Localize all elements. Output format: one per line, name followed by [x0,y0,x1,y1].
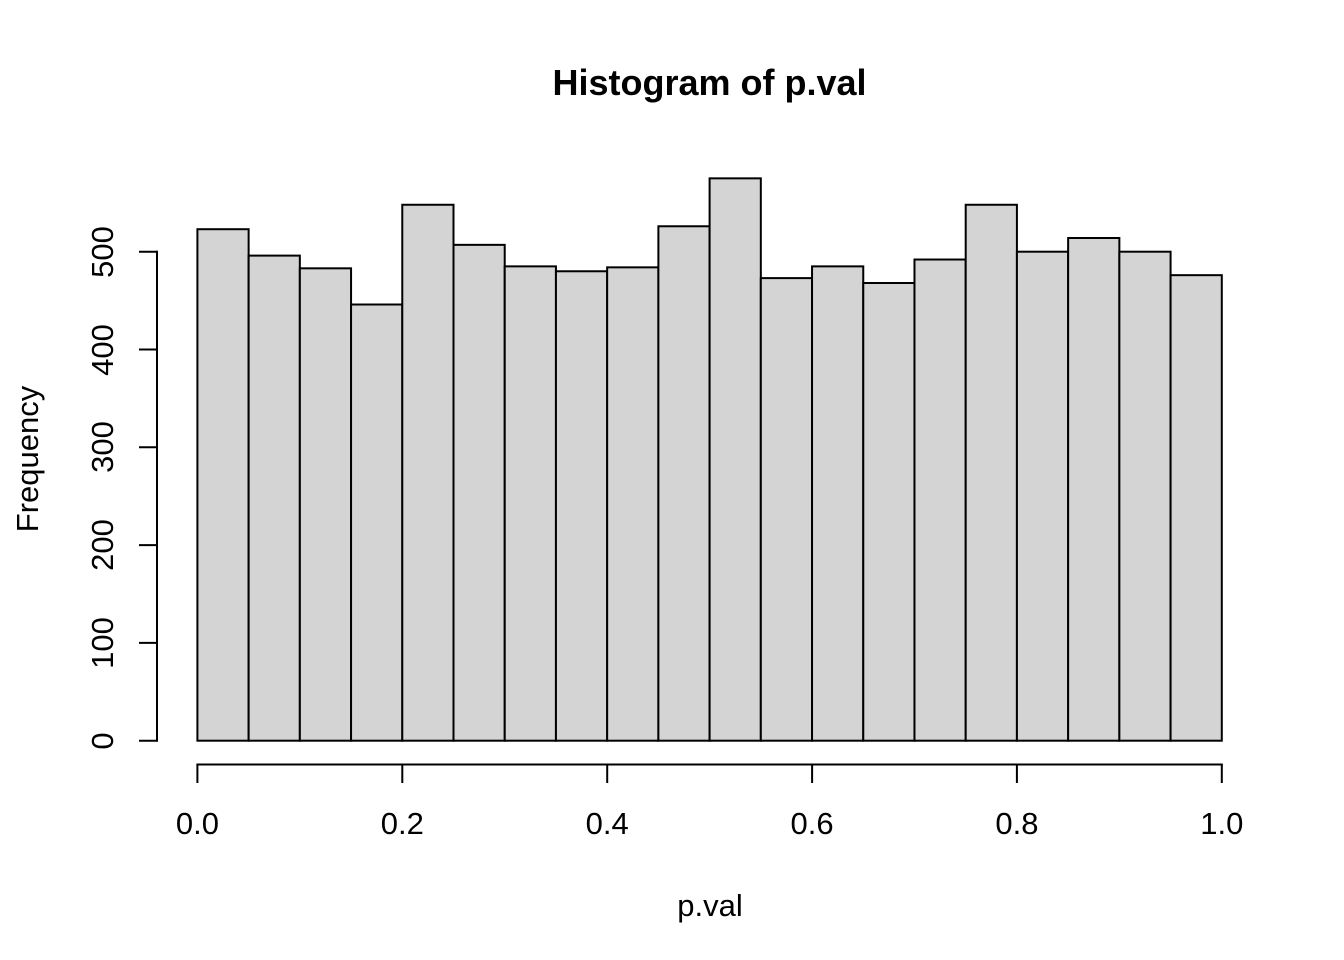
x-tick-label-5: 1.0 [1200,806,1244,841]
histogram-bar-8 [606,266,660,742]
histogram-bar-12 [811,265,865,742]
x-axis-label: p.val [677,888,743,923]
histogram-bar-4 [401,203,455,742]
histogram-bar-14 [913,258,967,742]
y-tick-label-0: 0 [85,732,120,750]
y-tick-label-1: 100 [85,617,120,669]
x-tick-label-3: 0.6 [790,806,834,841]
histogram-bar-15 [964,203,1018,742]
histogram-bar-17 [1067,237,1121,742]
y-axis-label: Frequency [10,385,45,533]
histogram-bar-19 [1169,274,1223,742]
y-tick-label-3: 300 [85,421,120,474]
histogram-bar-6 [503,265,557,742]
histogram-bar-9 [657,225,711,742]
x-tick-label-1: 0.2 [380,806,424,841]
histogram-bar-2 [298,267,353,742]
histogram-bar-1 [247,254,301,742]
y-axis [139,250,158,742]
histogram-bar-13 [862,282,916,742]
x-tick-label-4: 0.8 [995,806,1039,841]
y-tick-label-5: 500 [85,225,120,278]
y-tick-label-2: 200 [85,519,120,571]
x-tick-label-0: 0.0 [175,806,219,841]
histogram-bars [196,177,1223,742]
histogram-bar-16 [1015,250,1070,742]
histogram-bar-10 [708,177,762,742]
histogram-bar-5 [452,243,506,742]
histogram-bar-3 [350,303,404,742]
x-axis [196,763,1223,783]
histogram-bar-18 [1118,250,1172,742]
chart-title: Histogram of p.val [552,62,867,103]
histogram-bar-7 [554,270,609,742]
histogram-bar-0 [196,228,250,742]
histogram-bar-11 [759,277,814,742]
x-tick-label-2: 0.4 [585,806,629,841]
y-tick-label-4: 400 [85,323,120,376]
